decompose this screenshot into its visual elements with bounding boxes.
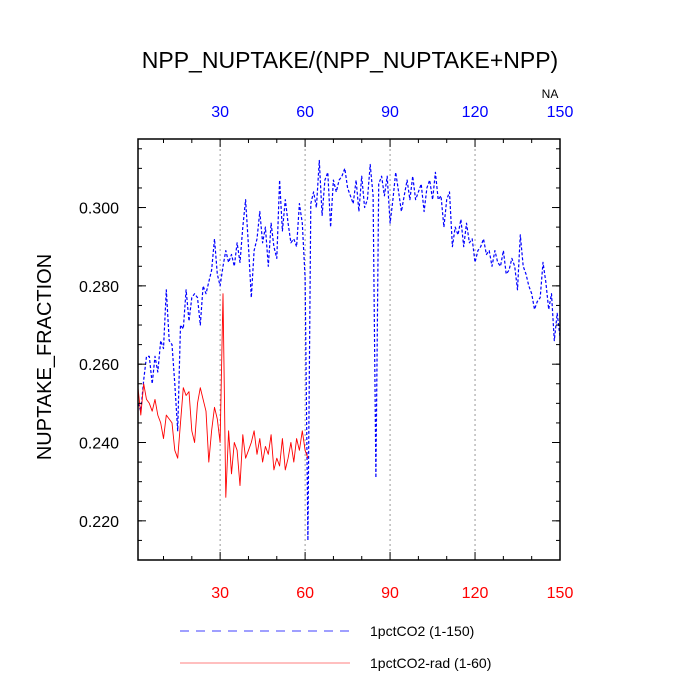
top-axis-tick-label: 60 <box>296 104 314 121</box>
x-tick-label: 120 <box>462 585 489 602</box>
y-tick-label: 0.300 <box>79 201 119 218</box>
y-tick-label: 0.220 <box>79 514 119 531</box>
series-line-0 <box>137 159 561 542</box>
x-tick-label: 90 <box>381 585 399 602</box>
series-line-1 <box>137 293 309 498</box>
plot-frame <box>137 138 561 561</box>
x-tick-label: 150 <box>547 585 574 602</box>
top-axis-tick-label: 150 <box>547 104 574 121</box>
y-tick-label: 0.260 <box>79 357 119 374</box>
legend: 1pctCO2 (1-150) 1pctCO2-rad (1-60) <box>180 623 491 671</box>
y-tick-label: 0.280 <box>79 279 119 296</box>
axis-tick-labels: 30 60 90 120 150 30 60 90 120 150 NA 0.220 0.240 0.26… <box>79 87 573 602</box>
y-axis-label: NUPTAKE_FRACTION <box>34 254 56 460</box>
legend-label-1pctco2-rad: 1pctCO2-rad (1-60) <box>370 655 491 671</box>
y-tick-label: 0.240 <box>79 436 119 453</box>
axis-ticks <box>138 139 561 561</box>
top-axis-na-label: NA <box>542 87 559 101</box>
series-layer <box>137 159 561 542</box>
top-axis-tick-label: 120 <box>462 104 489 121</box>
vertical-gridlines <box>219 139 476 560</box>
chart-title: NPP_NUPTAKE/(NPP_NUPTAKE+NPP) <box>142 47 558 73</box>
top-axis-tick-label: 90 <box>381 104 399 121</box>
legend-label-1pctco2: 1pctCO2 (1-150) <box>370 623 474 639</box>
x-tick-label: 60 <box>296 585 314 602</box>
x-tick-label: 30 <box>211 585 229 602</box>
top-axis-tick-label: 30 <box>211 104 229 121</box>
